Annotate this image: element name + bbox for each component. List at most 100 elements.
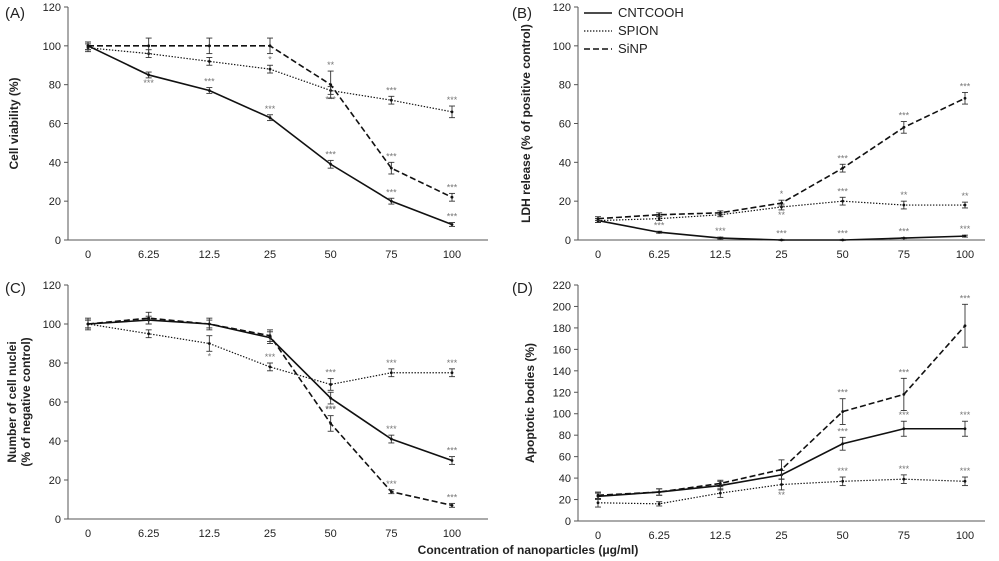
significance-label: **	[961, 191, 969, 201]
significance-label: ***	[386, 151, 397, 161]
panel-b: 0 20 40 60 80 100 120 0 6.25 12.5 25 50 75 100 (B) LDH …	[512, 2, 985, 261]
data-point	[902, 427, 906, 431]
data-point	[596, 493, 600, 497]
significance-label: ***	[447, 492, 458, 502]
data-point	[268, 365, 272, 369]
panels: 0 20 40 60 80 100 120 0 6.25 12.5 25 50 75 100 (A) Cell…	[5, 2, 985, 542]
data-point	[902, 477, 906, 481]
significance-label: **	[778, 210, 786, 220]
x-axis-title: Concentration of nanoparticles (μg/ml)	[418, 543, 639, 557]
data-point	[657, 502, 661, 506]
data-point	[963, 427, 967, 431]
significance-label: ***	[447, 446, 458, 456]
significance-label: ***	[837, 466, 848, 476]
data-point	[450, 459, 454, 462]
data-point	[147, 316, 151, 320]
significance-label: ***	[325, 94, 336, 104]
x-tick-label: 12.5	[199, 249, 220, 261]
data-point	[207, 59, 211, 63]
x-tick-label: 50	[325, 249, 337, 261]
significance-label: ***	[837, 426, 848, 436]
y-tick-label: 200	[553, 301, 571, 313]
series-sinp: **********	[595, 81, 971, 222]
significance-label: *	[268, 54, 272, 64]
data-point	[389, 437, 393, 441]
x-tick-label: 12.5	[710, 530, 731, 542]
data-point	[268, 67, 272, 71]
y-tick-label: 60	[559, 119, 571, 131]
data-point	[902, 236, 906, 240]
y-axis-title-line: Number of cell nuclei	[5, 341, 19, 462]
significance-label: ***	[715, 226, 726, 236]
panel-label: (A)	[5, 5, 25, 22]
y-tick-label: 80	[49, 80, 61, 92]
x-tick-label: 25	[264, 528, 276, 540]
data-point	[963, 96, 967, 100]
data-point	[718, 491, 722, 495]
x-tick-label: 25	[775, 530, 787, 542]
data-point	[147, 44, 151, 48]
data-point	[86, 322, 90, 326]
legend: CNTCOOH SPION SiNP	[584, 5, 684, 56]
x-tick-label: 6.25	[648, 530, 669, 542]
x-tick-label: 100	[443, 528, 461, 540]
significance-label: ***	[325, 405, 336, 415]
significance-label: ***	[837, 186, 848, 196]
data-point	[450, 223, 454, 226]
data-point	[780, 201, 783, 205]
x-tick-label: 0	[85, 528, 91, 540]
data-point	[657, 217, 661, 221]
y-tick-label: 120	[553, 2, 571, 14]
significance-label: ***	[960, 293, 971, 303]
y-tick-label: 20	[49, 475, 61, 487]
significance-label: ***	[837, 153, 848, 163]
data-point	[389, 371, 393, 375]
x-tick-label: 75	[385, 249, 397, 261]
y-axis-title-line: Apoptotic bodies (%)	[523, 343, 537, 463]
significance-label: ***	[325, 404, 336, 414]
significance-label: ***	[386, 85, 397, 95]
y-tick-label: 40	[559, 157, 571, 169]
significance-label: ***	[204, 77, 215, 87]
panel-a: 0 20 40 60 80 100 120 0 6.25 12.5 25 50 75 100 (A) Cell…	[5, 2, 488, 261]
series-sinp: ********	[85, 37, 458, 202]
y-tick-label: 0	[55, 235, 61, 247]
data-point	[902, 393, 906, 396]
x-tick-label: 100	[956, 530, 974, 542]
y-tick-label: 0	[565, 516, 571, 528]
y-tick-label: 100	[553, 41, 571, 53]
significance-label: ***	[960, 224, 971, 234]
data-point	[450, 110, 454, 114]
data-point	[841, 166, 845, 170]
data-point	[657, 490, 661, 494]
data-point	[207, 342, 211, 345]
y-tick-label: 0	[565, 235, 571, 247]
data-point	[963, 479, 967, 483]
data-point	[963, 234, 967, 238]
data-point	[718, 482, 722, 485]
y-tick-label: 100	[43, 319, 61, 331]
panel-d: 0 20 40 60 80 100 120 140 160 180 200 220 0 6.25 12.5 2…	[512, 280, 985, 542]
panel-label: (C)	[5, 280, 26, 297]
y-axis-title: Apoptotic bodies (%)	[523, 343, 537, 463]
y-tick-label: 120	[553, 387, 571, 399]
y-axis-title: Cell viability (%)	[7, 77, 21, 169]
significance-label: ***	[899, 410, 910, 420]
series-spion: * ********* ***	[85, 319, 458, 391]
x-tick-label: 12.5	[199, 528, 220, 540]
y-tick-label: 40	[49, 157, 61, 169]
data-point	[963, 203, 967, 207]
significance-label: ***	[386, 424, 397, 434]
significance-label: ***	[899, 226, 910, 236]
y-tick-label: 180	[553, 323, 571, 335]
data-point	[780, 468, 783, 471]
x-tick-label: 75	[898, 249, 910, 261]
y-tick-label: 120	[43, 2, 61, 14]
significance-label: ***	[325, 368, 336, 378]
data-point	[902, 203, 906, 207]
x-tick-label: 50	[837, 530, 849, 542]
significance-label: ***	[386, 479, 397, 489]
y-axis-title-line: LDH release (% of positive control)	[519, 24, 533, 223]
data-point	[963, 324, 967, 328]
y-tick-label: 160	[553, 344, 571, 356]
